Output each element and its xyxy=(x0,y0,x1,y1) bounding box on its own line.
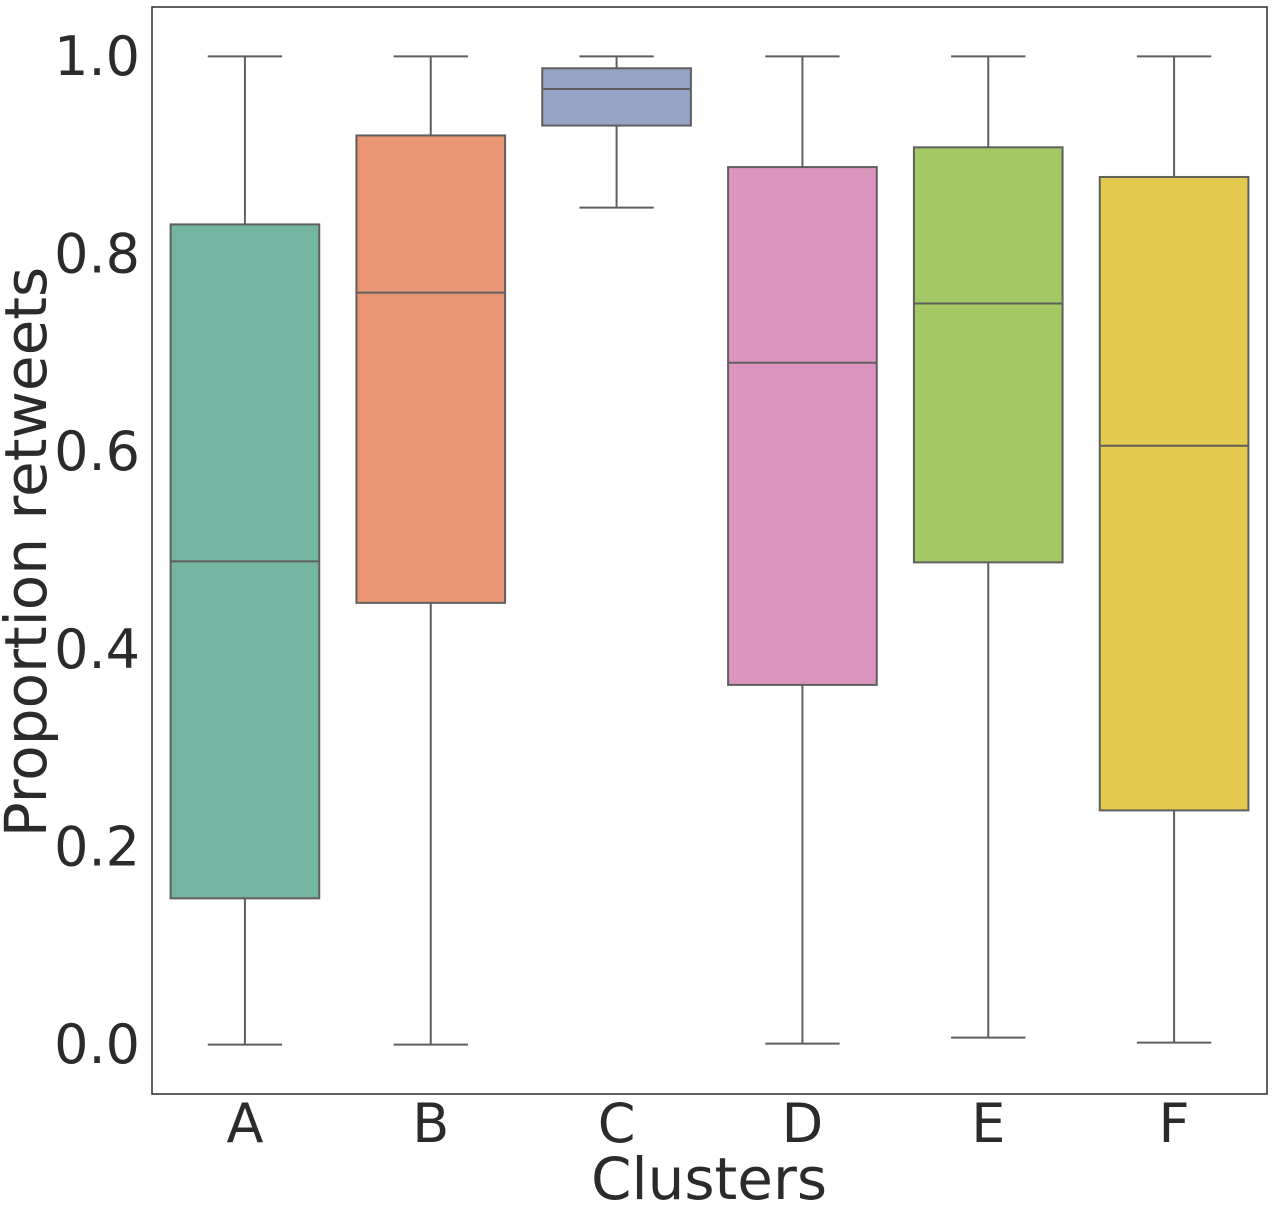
x-tick-label: D xyxy=(782,1092,824,1155)
box-group-b xyxy=(355,55,507,1046)
y-tick-label: 0.6 xyxy=(54,420,140,483)
x-tick-label: E xyxy=(971,1092,1005,1155)
box-group-e xyxy=(912,55,1064,1039)
plot-area xyxy=(169,55,1250,1046)
box-group-a xyxy=(169,55,321,1046)
y-tick-label: 0.8 xyxy=(54,223,140,286)
y-axis-title: Proportion retweets xyxy=(0,267,60,837)
x-tick-label: B xyxy=(412,1092,449,1155)
y-tick-label: 1.0 xyxy=(54,25,140,88)
box-f xyxy=(1098,175,1250,812)
box-group-d xyxy=(727,55,878,1045)
x-axis: A B C D E F xyxy=(226,1092,1189,1155)
y-axis: 0.0 0.2 0.4 0.6 0.8 1.0 xyxy=(54,25,140,1076)
box-d xyxy=(727,166,878,686)
box-group-f xyxy=(1098,55,1250,1044)
x-tick-label: C xyxy=(598,1092,636,1155)
x-axis-title: Clusters xyxy=(591,1145,827,1213)
axes-frame xyxy=(151,6,1268,1095)
box-c xyxy=(541,67,692,127)
y-tick-label: 0.0 xyxy=(54,1013,140,1076)
box-group-c xyxy=(541,55,692,209)
box-b xyxy=(355,134,507,604)
x-tick-label: A xyxy=(226,1092,263,1155)
y-tick-label: 0.4 xyxy=(54,618,140,681)
box-e xyxy=(912,146,1064,564)
x-tick-label: F xyxy=(1159,1092,1190,1155)
y-tick-label: 0.2 xyxy=(54,815,140,878)
